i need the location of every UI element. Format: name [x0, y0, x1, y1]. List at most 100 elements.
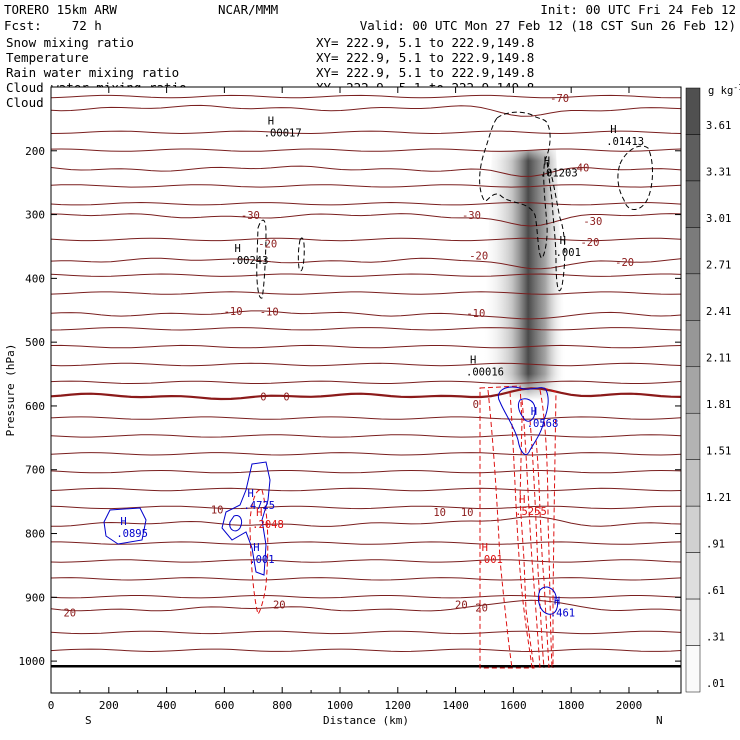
colorbar-label: 2.11: [706, 353, 731, 365]
isotherm-line: [51, 559, 681, 563]
isotherm-line: [51, 487, 681, 492]
isotherm-line: [51, 594, 681, 599]
cloud-water-contour: [517, 398, 536, 422]
rain-contour: [539, 389, 553, 669]
annotations: -70 -40 -30 -30 -30 -20 -20 -20 -20 -10 -10 -10 0 0 0 1…: [63, 93, 644, 620]
y-tick-label: 400: [25, 272, 45, 285]
south-endpoint: S: [85, 714, 92, 727]
temperature-label: 20: [475, 603, 488, 615]
colorbar: g kg-1 3.61 3.31 3.01 2.71 2.41 2.11 1.81 1.51 1…: [685, 83, 740, 693]
center-title: NCAR/MMM: [218, 2, 278, 17]
isotherm-line: [51, 599, 681, 612]
temperature-label: -20: [580, 237, 599, 249]
temperature-label: -20: [258, 238, 277, 250]
temperature-label: 10: [433, 507, 446, 519]
maximum-marker: H: [248, 488, 254, 500]
rain-contour: [529, 419, 545, 669]
header: TORERO 15km ARW NCAR/MMM Init: 00 UTC Fr…: [4, 2, 736, 33]
valid-time: Valid: 00 UTC Mon 27 Feb 12 (18 CST Sun …: [360, 18, 736, 33]
maximum-value: .01413: [606, 136, 644, 148]
colorbar-label: 3.01: [706, 213, 731, 225]
y-tick-label: 500: [25, 336, 45, 349]
colorbar-segment: [685, 598, 701, 646]
temperature-label: -20: [469, 250, 488, 262]
y-tick-label: 1000: [19, 655, 46, 668]
x-tick-label: 1200: [385, 699, 412, 712]
temperature-label: 20: [273, 599, 286, 611]
isotherm-line: [51, 541, 681, 545]
maximum-marker: H: [268, 115, 274, 127]
maximum-value: .001: [556, 247, 581, 259]
maximum-value: .001: [478, 554, 503, 566]
init-time: Init: 00 UTC Fri 24 Feb 12: [540, 2, 736, 17]
x-axis-label: Distance (km): [323, 714, 409, 727]
isotherm-line: [51, 387, 681, 401]
colorbar-segment: [685, 645, 701, 693]
plot-frame: [50, 86, 682, 694]
colorbar-label: .31: [706, 631, 725, 643]
snow-contour: [617, 145, 653, 210]
colorbar-units: g kg-1: [708, 83, 740, 97]
maximum-value: .2048: [252, 519, 284, 531]
snow-contours: [256, 111, 653, 299]
isotherm-line: [51, 469, 681, 474]
y-tick-label: 300: [25, 209, 45, 222]
y-tick-label: 600: [25, 400, 45, 413]
maximum-value: .01203: [540, 167, 578, 179]
maximum-value: .001: [249, 554, 274, 566]
colorbar-segment: [685, 505, 701, 553]
field-name: Snow mixing ratio: [6, 35, 134, 50]
colorbar-segment: [685, 459, 701, 507]
maximum-marker: H: [470, 355, 476, 367]
x-tick-label: 1800: [558, 699, 585, 712]
colorbar-segment: [685, 87, 701, 135]
snow-contour: [297, 237, 305, 272]
temperature-label: -70: [550, 93, 569, 105]
isotherm-line: [51, 380, 681, 385]
x-tick-label: 2000: [616, 699, 643, 712]
colorbar-label: 1.21: [706, 492, 731, 504]
isotherm-line: [51, 130, 681, 135]
axes: 0 200 400 600 800 1000 1200 1400 1600 1800 2000200…: [19, 87, 681, 712]
temperature-label: 0: [260, 391, 266, 403]
colorbar-label: .61: [706, 585, 725, 597]
maximum-value: .00243: [231, 255, 269, 267]
cloud-water-contour: [537, 586, 559, 615]
cloud-water-contour: [497, 386, 549, 455]
temperature-label: 0: [473, 399, 479, 411]
isotherm-line: [51, 201, 681, 206]
maximum-marker: H: [120, 516, 126, 528]
colorbar-label: 2.71: [706, 260, 731, 272]
maximum-marker: H: [610, 124, 616, 136]
x-tick-label: 1400: [442, 699, 469, 712]
maximum-marker: H: [554, 596, 560, 608]
isotherm-line: [51, 310, 681, 320]
isotherm-line: [51, 291, 681, 295]
maximum-marker: H: [531, 406, 537, 418]
temperature-label: -30: [583, 216, 602, 228]
field-name: Temperature: [6, 50, 89, 65]
x-tick-label: 800: [272, 699, 292, 712]
temperature-label: -40: [570, 162, 589, 174]
colorbar-segment: [685, 552, 701, 600]
snow-shading: [482, 150, 566, 402]
isotherm-line: [51, 327, 681, 331]
temperature-label: -30: [462, 210, 481, 222]
x-tick-label: 600: [214, 699, 234, 712]
isotherm-lines: [51, 94, 681, 668]
colorbar-label: 3.61: [706, 120, 731, 132]
y-tick-label: 800: [25, 528, 45, 541]
colorbar-label: 1.51: [706, 445, 731, 457]
isotherm-line: [51, 630, 681, 635]
maximum-value: .00017: [264, 127, 302, 139]
isotherm-line: [51, 273, 681, 277]
rain-contours: [249, 385, 557, 669]
isotherm-line: [51, 237, 681, 242]
maximum-value: .00016: [466, 367, 504, 379]
colorbar-segment: [685, 227, 701, 275]
field-xy: XY= 222.9, 5.1 to 222.9,149.8: [316, 65, 534, 80]
temperature-label: -30: [241, 210, 260, 222]
isotherm-line: [51, 416, 681, 420]
colorbar-segment: [685, 273, 701, 321]
maximum-marker: H: [256, 507, 262, 519]
